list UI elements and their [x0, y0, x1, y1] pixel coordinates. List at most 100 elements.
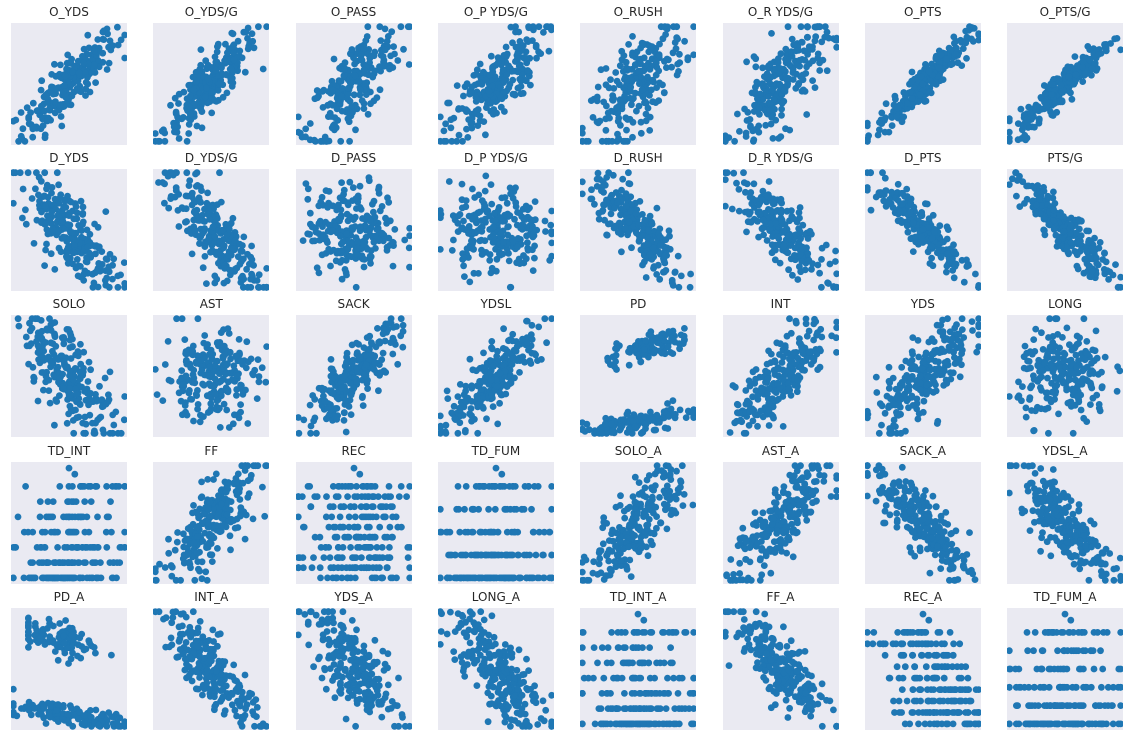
scatter-point	[771, 256, 779, 264]
scatter-point	[625, 41, 633, 48]
scatter-point	[229, 74, 236, 82]
scatter-point	[663, 64, 670, 71]
scatter-point	[460, 262, 467, 270]
scatter-point	[80, 349, 88, 356]
scatter-point	[223, 89, 231, 97]
scatter-point	[1105, 276, 1113, 283]
scatter-point	[57, 113, 65, 120]
scatter-point	[1072, 71, 1080, 79]
scatter-point	[682, 414, 690, 422]
scatter-point	[308, 237, 316, 245]
scatter-point	[678, 272, 685, 280]
scatter-point	[404, 23, 412, 31]
scatter-point	[690, 51, 697, 59]
scatter-point	[198, 187, 206, 195]
scatter-plot	[153, 315, 270, 432]
scatter-point	[295, 430, 302, 438]
scatter-point	[642, 337, 650, 345]
scatter-point	[110, 421, 118, 429]
scatter-point	[516, 209, 523, 217]
scatter-point	[215, 40, 222, 48]
scatter-point	[384, 33, 392, 40]
scatter-point	[809, 57, 816, 65]
scatter-point	[489, 82, 496, 90]
scatter-point	[216, 405, 224, 413]
scatter-point	[194, 406, 202, 413]
scatter-point	[806, 228, 813, 235]
scatter-point	[67, 385, 74, 393]
scatter-point	[501, 194, 509, 202]
scatter-point	[164, 338, 172, 346]
scatter-point	[1012, 169, 1020, 177]
scatter-point	[777, 196, 784, 203]
scatter-plot	[14, 315, 127, 438]
scatter-point	[797, 258, 805, 265]
scatter-point	[595, 215, 603, 223]
scatter-point	[672, 45, 680, 53]
scatter-point	[189, 348, 197, 356]
scatter-point	[777, 206, 785, 214]
scatter-point	[51, 60, 58, 68]
scatter-point	[864, 119, 871, 127]
scatter-point	[474, 430, 481, 438]
scatter-point	[675, 284, 683, 291]
scatter-point	[766, 73, 774, 81]
scatter-point	[640, 351, 648, 359]
scatter-point	[514, 235, 522, 242]
scatter-point	[389, 239, 397, 247]
scatter-point	[500, 52, 508, 59]
scatter-point	[101, 374, 109, 382]
scatter-point	[529, 233, 537, 241]
scatter-point	[602, 420, 609, 428]
scatter-point	[783, 76, 790, 84]
scatter-point	[763, 237, 770, 245]
scatter-point	[318, 234, 326, 242]
scatter-point	[197, 357, 205, 365]
scatter-point	[680, 340, 687, 348]
scatter-point	[628, 244, 636, 252]
scatter-point	[1037, 94, 1045, 101]
scatter-point	[481, 187, 489, 195]
scatter-point	[387, 315, 395, 323]
scatter-point	[593, 183, 601, 190]
scatter-point	[615, 134, 623, 142]
scatter-point	[83, 226, 91, 234]
scatter-point	[355, 91, 363, 99]
scatter-point	[690, 23, 697, 31]
scatter-point	[1049, 81, 1056, 88]
scatter-point	[759, 187, 766, 195]
scatter-point	[1041, 90, 1049, 97]
scatter-point	[370, 238, 377, 246]
scatter-point	[647, 408, 654, 416]
scatter-point	[174, 207, 182, 214]
panel-title: O_RUSH	[613, 5, 663, 19]
scatter-point	[360, 240, 367, 248]
scatter-point	[376, 207, 384, 215]
scatter-point	[327, 356, 334, 364]
scatter-point	[515, 369, 523, 377]
scatter-point	[832, 318, 839, 326]
scatter-point	[209, 223, 217, 231]
scatter-point	[205, 235, 213, 243]
scatter-point	[796, 235, 804, 243]
scatter-point	[580, 190, 586, 198]
scatter-point	[925, 68, 933, 76]
scatter-point	[1043, 102, 1051, 110]
scatter-point	[339, 197, 347, 205]
scatter-point	[34, 107, 41, 114]
scatter-point	[723, 169, 731, 177]
scatter-point	[808, 43, 816, 51]
scatter-point	[962, 256, 970, 264]
scatter-point	[524, 244, 531, 252]
scatter-point	[336, 137, 344, 145]
scatter-point	[47, 359, 55, 366]
scatter-point	[233, 392, 241, 400]
scatter-point	[11, 117, 17, 125]
scatter-point	[171, 123, 178, 131]
scatter-point	[240, 255, 248, 263]
scatter-point	[460, 391, 468, 399]
scatter-point	[684, 56, 692, 64]
scatter-point	[207, 400, 215, 408]
scatter-point	[201, 253, 209, 260]
scatter-point	[213, 97, 220, 105]
